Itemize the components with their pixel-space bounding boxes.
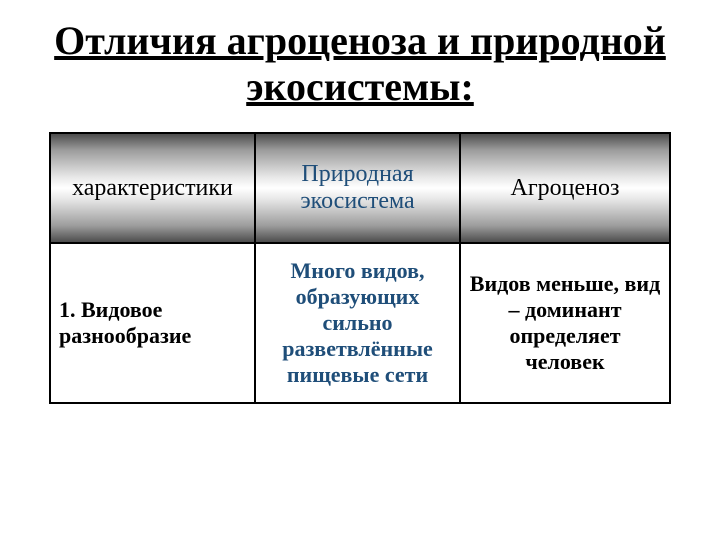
comparison-table: характеристики Природная экосистема Агро… — [49, 132, 671, 404]
table-row: 1. Видовое разнообразие Много видов, обр… — [50, 243, 670, 403]
col-header-agrocenosis: Агроценоз — [460, 133, 670, 243]
slide: Отличия агроценоза и природной экосистем… — [0, 0, 720, 540]
table-header-row: характеристики Природная экосистема Агро… — [50, 133, 670, 243]
col-header-characteristics: характеристики — [50, 133, 255, 243]
cell-characteristic: 1. Видовое разнообразие — [50, 243, 255, 403]
cell-natural-ecosystem: Много видов, образующих сильно разветвлё… — [255, 243, 460, 403]
cell-agrocenosis: Видов меньше, вид – доминант определяет … — [460, 243, 670, 403]
col-header-natural-ecosystem: Природная экосистема — [255, 133, 460, 243]
page-title: Отличия агроценоза и природной экосистем… — [40, 18, 680, 110]
